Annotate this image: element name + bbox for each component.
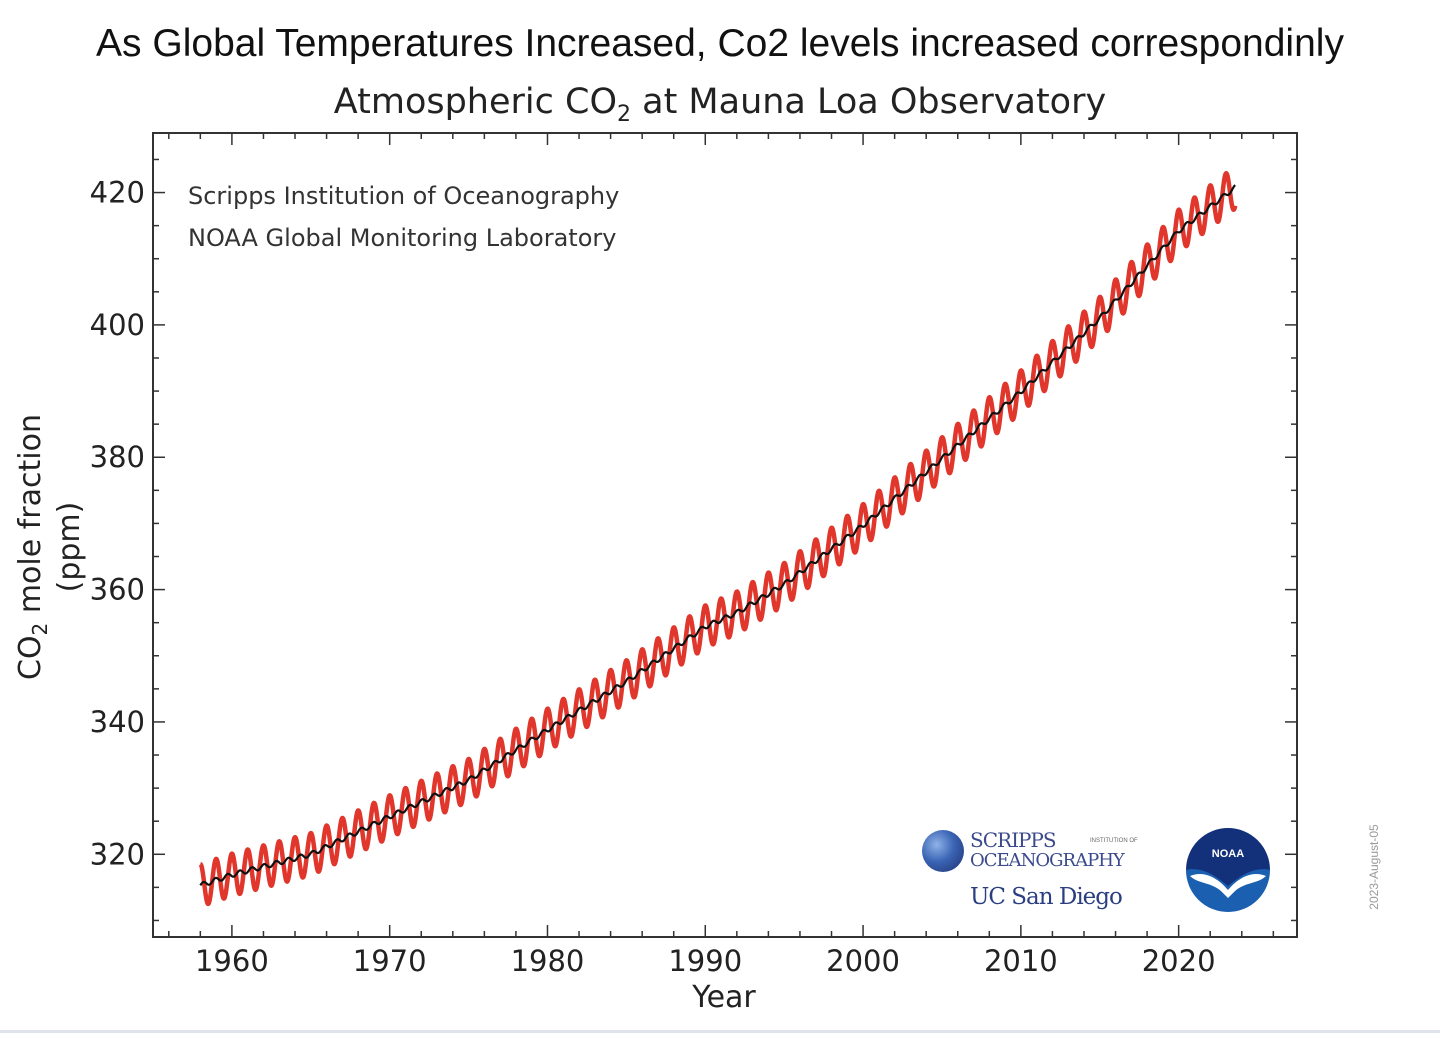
- scripps-logo-name: SCRIPPS: [970, 828, 1057, 852]
- scripps-logo: SCRIPPS INSTITUTION OF OCEANOGRAPHY: [922, 826, 1162, 876]
- date-stamp: 2023-August-05: [1367, 824, 1381, 910]
- plot-frame: [152, 132, 1298, 938]
- y-axis-label-suffix: mole fraction (ppm): [13, 414, 87, 623]
- y-tick-label: 380: [90, 440, 145, 474]
- bottom-divider: [0, 1030, 1440, 1033]
- y-axis-label-text: CO: [13, 635, 48, 680]
- y-axis-label-subscript: 2: [28, 622, 52, 636]
- x-tick-label: 2000: [826, 944, 900, 978]
- y-tick-label: 400: [90, 308, 145, 342]
- credit-noaa: NOAA Global Monitoring Laboratory: [188, 224, 617, 252]
- x-tick-label: 2010: [984, 944, 1058, 978]
- y-tick-label: 320: [90, 837, 145, 871]
- page-heading: As Global Temperatures Increased, Co2 le…: [96, 22, 1344, 65]
- y-tick-label: 420: [90, 176, 145, 210]
- x-tick-label: 1990: [668, 944, 742, 978]
- monthly-co2-line: [198, 171, 1238, 907]
- x-tick-label: 1970: [353, 944, 427, 978]
- chart-title-subscript: 2: [617, 102, 631, 127]
- ucsd-logo: UC San Diego: [970, 884, 1123, 910]
- x-tick-label: 1960: [195, 944, 269, 978]
- chart-title-text: Atmospheric CO: [333, 82, 617, 122]
- chart-title: Atmospheric CO2 at Mauna Loa Observatory: [0, 82, 1440, 127]
- x-tick-label: 2020: [1142, 944, 1216, 978]
- axis-ticks: [153, 133, 1297, 937]
- credit-scripps: Scripps Institution of Oceanography: [188, 182, 620, 210]
- trend-co2-line: [199, 184, 1236, 886]
- y-tick-label: 360: [90, 573, 145, 607]
- globe-icon: [922, 830, 964, 872]
- scripps-logo-sub: OCEANOGRAPHY: [970, 850, 1125, 871]
- chart-title-suffix: at Mauna Loa Observatory: [631, 82, 1107, 122]
- y-tick-label: 340: [90, 705, 145, 739]
- noaa-emblem-icon: [1184, 826, 1272, 914]
- x-tick-label: 1980: [511, 944, 585, 978]
- scripps-logo-tagline: INSTITUTION OF: [1090, 838, 1138, 844]
- y-axis-label: CO2 mole fraction (ppm): [13, 377, 87, 717]
- x-axis-label: Year: [692, 980, 756, 1015]
- axis-tick-labels: 1960 1970 1980 1990 2000 2010 2020 320 340 360 380…: [90, 176, 1216, 978]
- noaa-logo: NOAA: [1184, 826, 1272, 914]
- noaa-logo-text: NOAA: [1211, 848, 1245, 860]
